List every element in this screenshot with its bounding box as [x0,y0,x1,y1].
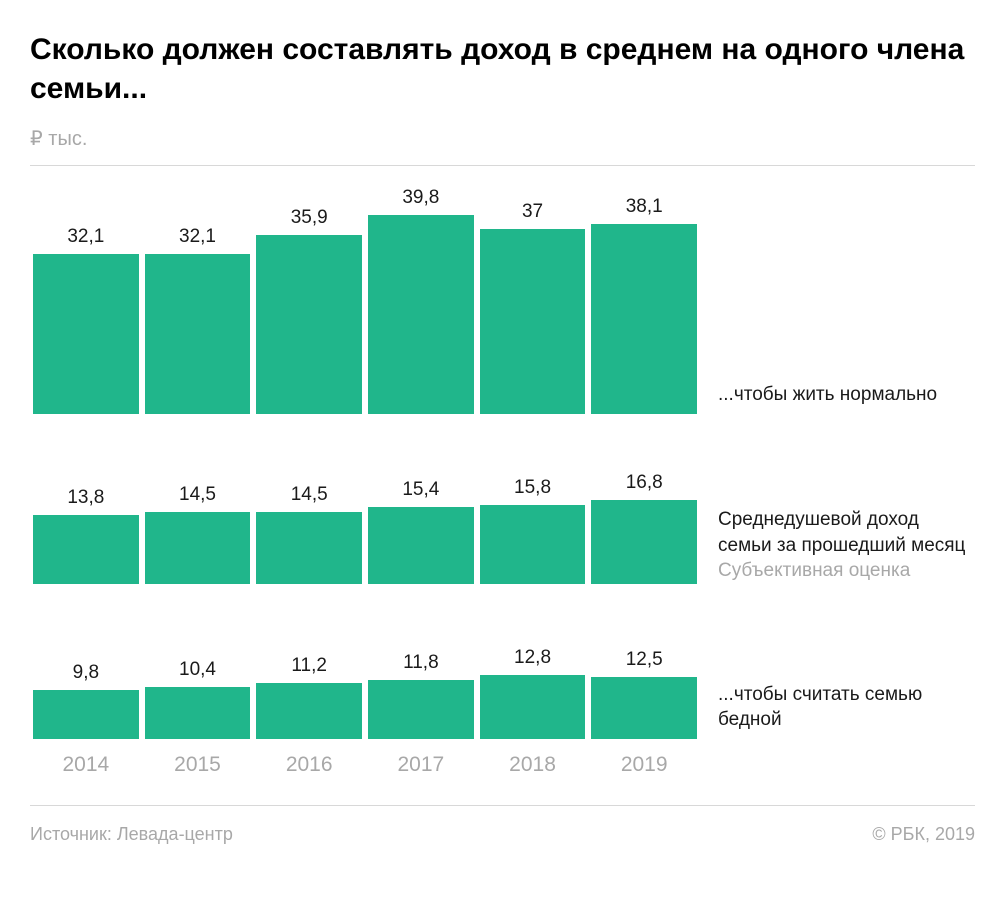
series-row-normal: 32,1 32,1 35,9 39,8 37 38,1 [30,184,700,414]
bar-wrap: 13,8 [33,487,139,584]
bar [145,512,251,585]
bar-value-label: 11,8 [403,652,439,674]
series-row-poor: 9,8 10,4 11,2 11,8 12,8 12,5 [30,639,700,739]
labels-column: ...чтобы жить нормально Среднедушевой до… [700,166,975,777]
bar [591,224,697,415]
source-prefix: Источник: [30,824,117,844]
bars-column: 32,132,135,939,83738,1 13,814,514,515,41… [30,166,700,777]
bar [33,690,139,739]
bar [480,675,586,739]
bar-value-label: 38,1 [626,196,663,218]
x-axis: 201420152016201720182019 [30,753,700,777]
bar-value-label: 9,8 [73,662,99,684]
bar [33,515,139,584]
series-label-text: ...чтобы считать семью бедной [718,682,975,733]
bar [256,683,362,739]
series-label-poor: ...чтобы считать семью бедной [718,639,975,739]
series-label-subtext: Субъективная оценка [718,558,975,584]
bar-value-label: 32,1 [67,226,104,248]
source-name: Левада-центр [117,824,233,844]
bar-value-label: 15,4 [402,479,439,501]
bar-value-label: 10,4 [179,659,216,681]
bar [480,229,586,414]
bar-value-label: 12,5 [626,649,663,671]
bar [256,512,362,585]
bar-value-label: 39,8 [402,187,439,209]
bar-value-label: 15,8 [514,477,551,499]
bar [368,215,474,414]
xaxis-tick: 2016 [256,753,362,777]
bar-value-label: 14,5 [179,484,216,506]
bar-value-label: 16,8 [626,472,663,494]
xaxis-tick: 2017 [368,753,474,777]
chart-unit: ₽ тыс. [30,126,975,151]
bar-wrap: 39,8 [368,187,474,414]
bar-wrap: 11,8 [368,652,474,739]
bar-wrap: 38,1 [591,196,697,415]
source: Источник: Левада-центр [30,824,233,845]
series-label-normal: ...чтобы жить нормально [718,184,975,414]
bar-wrap: 15,8 [480,477,586,584]
xaxis-tick: 2014 [33,753,139,777]
bar-value-label: 11,2 [291,655,327,677]
bar-wrap: 35,9 [256,207,362,415]
bar-value-label: 35,9 [291,207,328,229]
bar [33,254,139,415]
footer: Источник: Левада-центр © РБК, 2019 [30,824,975,845]
bar-wrap: 15,4 [368,479,474,584]
series-label-text: ...чтобы жить нормально [718,382,975,408]
bar-wrap: 14,5 [145,484,251,585]
bar-wrap: 32,1 [145,226,251,415]
bar-value-label: 13,8 [67,487,104,509]
bar-wrap: 12,5 [591,649,697,740]
bar-value-label: 14,5 [291,484,328,506]
bar [145,687,251,739]
bar-value-label: 12,8 [514,647,551,669]
bar [480,505,586,584]
bar [368,680,474,739]
xaxis-tick: 2015 [145,753,251,777]
bar-wrap: 11,2 [256,655,362,739]
xaxis-tick: 2019 [591,753,697,777]
bar-wrap: 10,4 [145,659,251,739]
bar-wrap: 16,8 [591,472,697,584]
bar [368,507,474,584]
chart-area: 32,132,135,939,83738,1 13,814,514,515,41… [30,166,975,777]
xaxis-tick: 2018 [480,753,586,777]
bar-wrap: 14,5 [256,484,362,585]
bar-wrap: 32,1 [33,226,139,415]
bar-value-label: 37 [522,201,543,223]
bar [256,235,362,415]
series-row-actual: 13,8 14,5 14,5 15,4 15,8 16,8 [30,469,700,584]
bar-wrap: 9,8 [33,662,139,739]
bar-wrap: 12,8 [480,647,586,739]
copyright: © РБК, 2019 [872,824,975,845]
bar-wrap: 37 [480,201,586,414]
bar [591,500,697,584]
bar [145,254,251,415]
divider-bottom [30,805,975,806]
series-label-actual: Среднедушевой доход семьи за прошедший м… [718,469,975,584]
chart-title: Сколько должен составлять доход в средне… [30,30,975,108]
bar [591,677,697,740]
series-label-text: Среднедушевой доход семьи за прошедший м… [718,507,975,558]
bar-value-label: 32,1 [179,226,216,248]
